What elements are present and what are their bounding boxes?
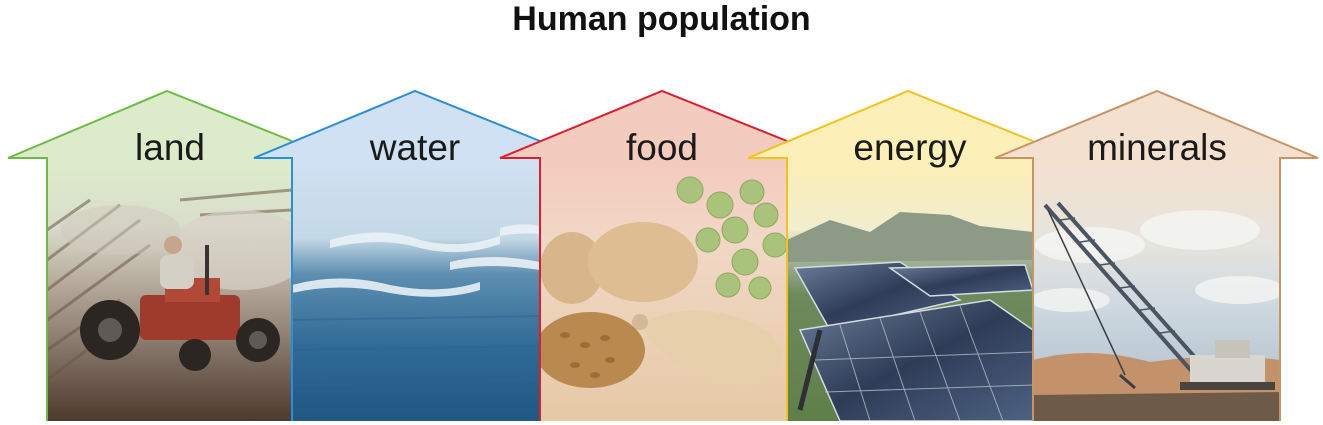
water-arrow-outline xyxy=(253,89,541,421)
minerals-arrow-outline xyxy=(994,89,1319,421)
minerals-photo xyxy=(995,165,1318,421)
land-arrow: land xyxy=(7,89,293,421)
water-photo xyxy=(254,165,540,421)
land-arrow-outline xyxy=(7,89,293,421)
food-arrow: food xyxy=(499,89,788,421)
water-label: water xyxy=(369,127,460,168)
energy-arrow-outline xyxy=(747,89,1034,421)
energy-label: energy xyxy=(853,127,967,168)
food-photo xyxy=(500,165,787,421)
water-arrow: water xyxy=(253,89,541,421)
energy-arrow: energy xyxy=(747,89,1034,421)
minerals-arrow: minerals xyxy=(994,89,1319,421)
land-photo xyxy=(8,170,292,421)
minerals-label: minerals xyxy=(1087,127,1227,168)
page-title: Human population xyxy=(512,0,811,38)
land-label: land xyxy=(135,127,205,168)
food-arrow-outline xyxy=(499,89,788,421)
food-label: food xyxy=(626,127,698,168)
energy-photo xyxy=(748,165,1033,421)
